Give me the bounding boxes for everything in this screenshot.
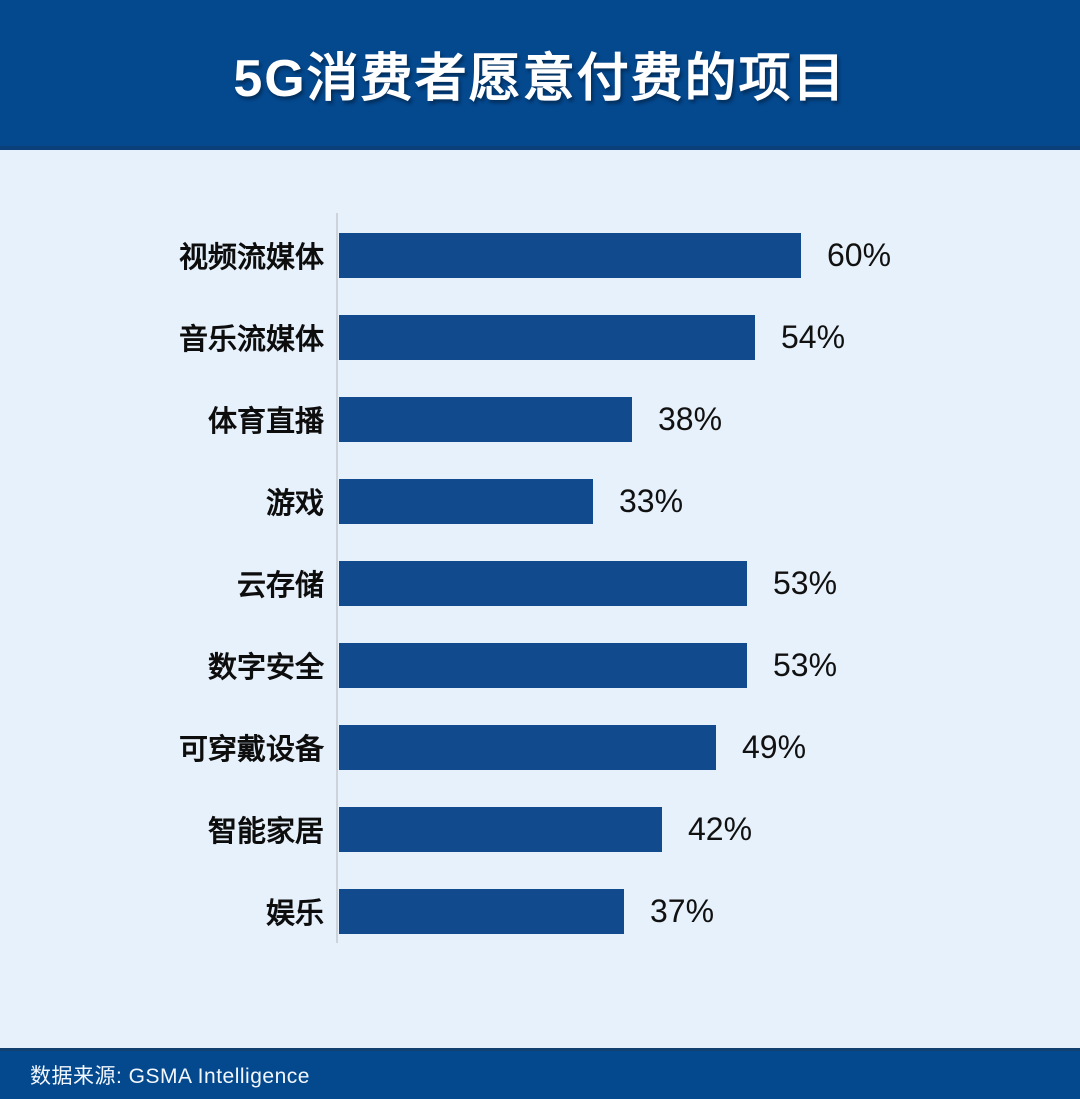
category-label: 云存储 <box>236 570 324 602</box>
value-label: 38% <box>658 400 723 437</box>
value-label: 53% <box>773 646 838 683</box>
value-label: 33% <box>619 482 684 519</box>
category-label: 音乐流媒体 <box>178 324 324 356</box>
bar <box>339 642 747 688</box>
category-label: 视频流媒体 <box>178 242 324 274</box>
category-label: 游戏 <box>265 488 324 520</box>
bar <box>339 806 662 852</box>
bar <box>339 560 747 606</box>
value-label: 49% <box>742 728 807 765</box>
category-label: 娱乐 <box>265 898 324 930</box>
bar-rows: 视频流媒体 60% 音乐流媒体 54% 体育直播 38% 游戏 33% 云存储 … <box>0 214 1080 952</box>
bar <box>339 314 755 360</box>
bar <box>339 724 716 770</box>
bar-row: 数字安全 53% <box>0 624 1080 706</box>
bar-row: 体育直播 38% <box>0 378 1080 460</box>
page-title: 5G消费者愿意付费的项目 <box>233 49 847 108</box>
category-label: 智能家居 <box>207 816 324 848</box>
bar <box>339 396 632 442</box>
bar-row: 娱乐 37% <box>0 870 1080 952</box>
footer-bar: 数据来源: GSMA Intelligence <box>0 1048 1080 1099</box>
data-source-label: 数据来源: GSMA Intelligence <box>30 1065 310 1088</box>
value-label: 60% <box>827 236 892 273</box>
category-label: 数字安全 <box>207 652 324 684</box>
bar-row: 可穿戴设备 49% <box>0 706 1080 788</box>
value-label: 37% <box>650 892 715 929</box>
bar <box>339 232 801 278</box>
bar-row: 音乐流媒体 54% <box>0 296 1080 378</box>
value-label: 53% <box>773 564 838 601</box>
category-label: 体育直播 <box>207 406 324 438</box>
value-label: 54% <box>781 318 846 355</box>
bar <box>339 478 593 524</box>
value-label: 42% <box>688 810 753 847</box>
bar-row: 视频流媒体 60% <box>0 214 1080 296</box>
bar <box>339 888 624 934</box>
header-banner: 5G消费者愿意付费的项目 <box>0 0 1080 150</box>
bar-row: 云存储 53% <box>0 542 1080 624</box>
category-label: 可穿戴设备 <box>178 734 324 766</box>
bar-row: 游戏 33% <box>0 460 1080 542</box>
bar-chart: 视频流媒体 60% 音乐流媒体 54% 体育直播 38% 游戏 33% 云存储 … <box>0 154 1080 1048</box>
y-axis-line <box>336 213 338 943</box>
bar-row: 智能家居 42% <box>0 788 1080 870</box>
